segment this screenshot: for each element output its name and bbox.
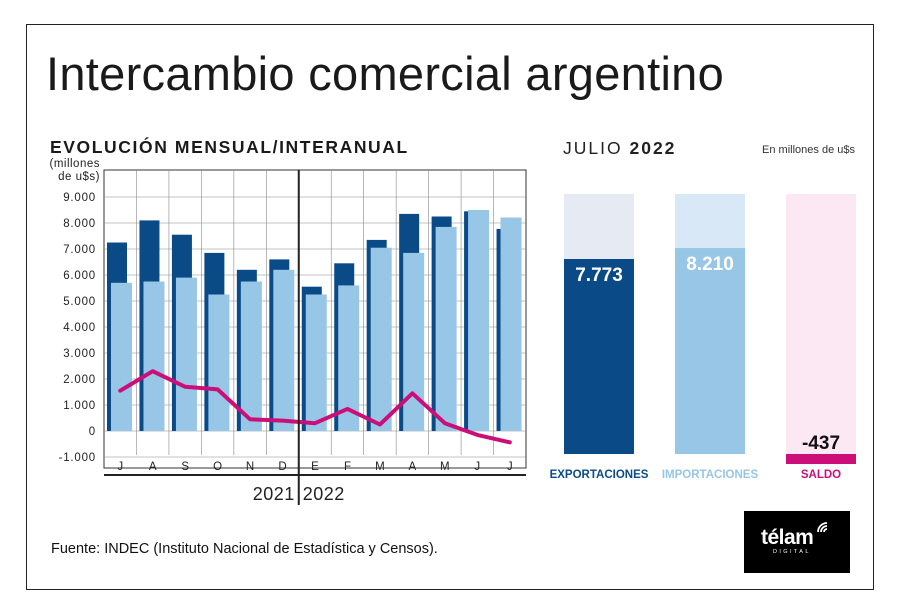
july-summary-chart: 7.773 EXPORTACIONES 8.210 IMPORTACIONES -437… bbox=[550, 194, 856, 481]
summary-value-label: 8.210 bbox=[686, 254, 734, 275]
y-tick-label: 1.000 bbox=[63, 400, 96, 412]
telam-logo: télam DIGITAL bbox=[744, 511, 850, 573]
y-tick-label: 8.000 bbox=[63, 218, 96, 230]
left-balance-line bbox=[118, 369, 512, 445]
summary-bar bbox=[675, 248, 745, 454]
import-bar bbox=[111, 282, 132, 431]
import-bar bbox=[370, 247, 392, 431]
import-bar bbox=[175, 277, 197, 431]
y-tick-label: 2.000 bbox=[63, 374, 96, 386]
x-tick-label: O bbox=[213, 461, 222, 473]
import-bar bbox=[338, 285, 360, 431]
x-tick-label: S bbox=[181, 461, 189, 473]
year-label-2021: 2021 bbox=[253, 484, 295, 504]
summary-category-label: SALDO bbox=[801, 469, 841, 481]
right-chart-unit: En millones de u$s bbox=[762, 144, 855, 156]
summary-category-label: EXPORTACIONES bbox=[550, 469, 649, 481]
logo-tag: DIGITAL bbox=[773, 549, 811, 555]
y-tick-label: 3.000 bbox=[63, 348, 96, 360]
x-tick-label: M bbox=[375, 461, 385, 473]
plot-border bbox=[103, 169, 527, 469]
logo-name: télam bbox=[761, 526, 814, 549]
x-tick-label: J bbox=[117, 461, 123, 473]
x-tick-label: J bbox=[507, 461, 513, 473]
broadcast-wave-icon bbox=[817, 522, 828, 533]
summary-bar-background bbox=[786, 194, 856, 454]
y-tick-label: 6.000 bbox=[63, 270, 96, 282]
import-bar bbox=[468, 210, 490, 431]
left-chart-unit: (millones de u$s) bbox=[46, 158, 100, 184]
import-bar bbox=[208, 294, 230, 431]
left-axis: 9.000 8.000 7.000 6.000 5.000 4.000 3.000 2.000… bbox=[59, 170, 526, 505]
summary-bar bbox=[564, 259, 634, 454]
import-bar bbox=[403, 252, 425, 431]
summary-value-label: -437 bbox=[802, 433, 840, 454]
y-tick-label: 4.000 bbox=[63, 322, 96, 334]
import-bar bbox=[435, 226, 457, 431]
x-tick-label: A bbox=[409, 461, 417, 473]
import-bar bbox=[500, 217, 522, 431]
x-tick-label: M bbox=[440, 461, 450, 473]
left-chart-unit-line-1: (millones bbox=[49, 158, 100, 170]
y-tick-label: 7.000 bbox=[63, 244, 96, 256]
x-tick-label: J bbox=[474, 461, 480, 473]
import-bar bbox=[240, 281, 262, 431]
import-bar bbox=[305, 294, 327, 431]
y-tick-label: 9.000 bbox=[63, 192, 96, 204]
summary-bar bbox=[786, 454, 856, 464]
x-tick-label: A bbox=[149, 461, 157, 473]
x-tick-label: E bbox=[311, 461, 319, 473]
left-chart-subtitle: EVOLUCIÓN MENSUAL/INTERANUAL bbox=[50, 137, 409, 157]
summary-value-label: 7.773 bbox=[575, 265, 623, 286]
y-tick-label: 0 bbox=[89, 426, 96, 438]
import-bar bbox=[273, 269, 295, 431]
page-title: Intercambio comercial argentino bbox=[46, 47, 725, 100]
source-note: Fuente: INDEC (Instituto Nacional de Est… bbox=[51, 541, 438, 557]
x-tick-label: F bbox=[344, 461, 351, 473]
import-bar bbox=[143, 281, 165, 431]
x-tick-label: N bbox=[246, 461, 254, 473]
y-tick-label: -1.000 bbox=[59, 452, 96, 464]
year-label-2022: 2022 bbox=[303, 484, 345, 504]
left-bars bbox=[107, 210, 522, 431]
balance-line bbox=[118, 369, 512, 445]
summary-category-label: IMPORTACIONES bbox=[662, 469, 759, 481]
y-tick-label: 5.000 bbox=[63, 296, 96, 308]
right-chart-period-year: 2022 bbox=[629, 138, 677, 158]
left-chart-unit-line-2: de u$s) bbox=[58, 171, 100, 183]
right-chart-period: JULIO 2022 bbox=[563, 138, 676, 159]
right-chart-period-month: JULIO bbox=[563, 138, 623, 158]
x-tick-label: D bbox=[278, 461, 286, 473]
